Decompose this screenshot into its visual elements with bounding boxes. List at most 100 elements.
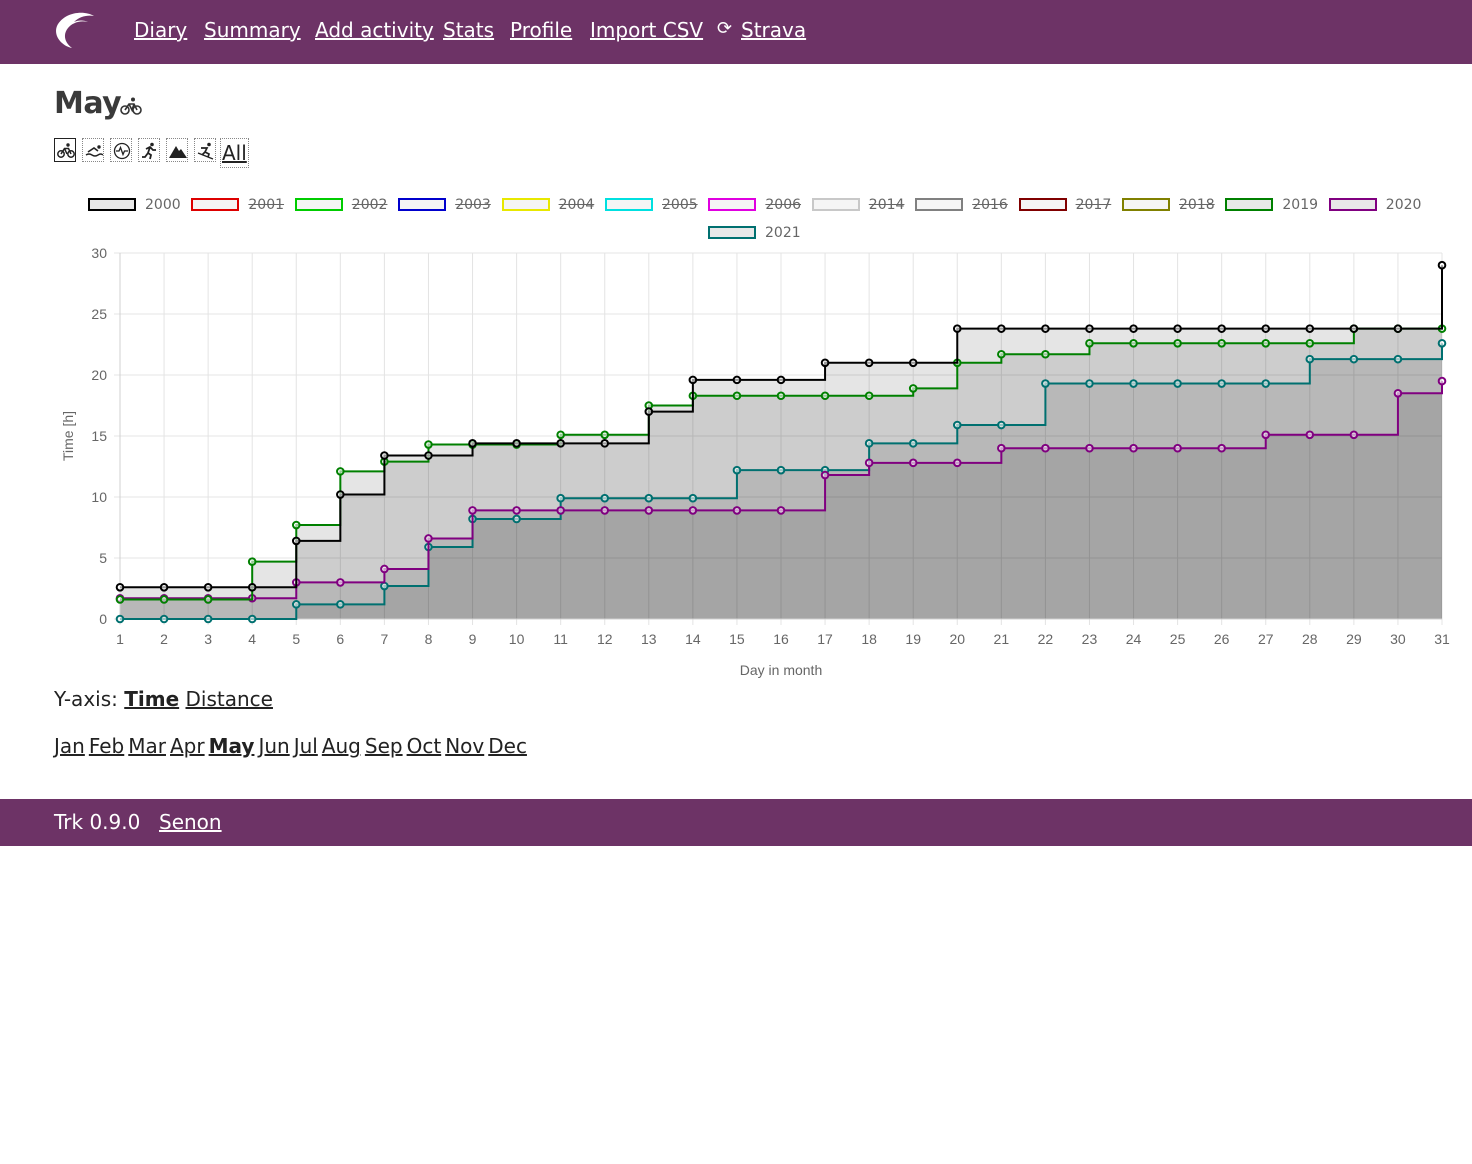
- y-axis-title: Time [h]: [60, 411, 76, 461]
- data-point-2020: [688, 506, 698, 515]
- data-point-2000: [732, 375, 742, 385]
- legend-label: 2003: [455, 197, 491, 213]
- data-point-2021: [336, 600, 345, 609]
- data-point-2019: [1085, 338, 1094, 348]
- x-tick-label: 7: [381, 631, 389, 647]
- x-tick-label: 25: [1170, 631, 1186, 647]
- series-area-2021: [120, 343, 1442, 619]
- month-link-jun[interactable]: Jun: [258, 734, 290, 758]
- x-tick-label: 29: [1346, 631, 1362, 647]
- sport-filter-bike[interactable]: [54, 138, 76, 162]
- heart-rate-icon: [113, 142, 131, 160]
- data-point-2000: [1129, 324, 1138, 333]
- sport-filter-run[interactable]: [138, 138, 160, 162]
- data-point-2019: [1173, 338, 1182, 348]
- nav-strava[interactable]: Strava: [741, 18, 807, 42]
- month-link-feb[interactable]: Feb: [88, 734, 125, 758]
- mountain-icon: [169, 146, 187, 158]
- sport-filter-all[interactable]: All: [220, 138, 249, 168]
- data-point-2020: [380, 564, 389, 574]
- legend-swatch: [811, 198, 860, 211]
- data-point-2000: [203, 582, 213, 592]
- yaxis-label: Y-axis:: [54, 687, 118, 711]
- y-tick-label: 25: [91, 306, 107, 322]
- x-tick-label: 15: [729, 631, 745, 647]
- data-point-2019: [115, 595, 125, 604]
- feather-logo-icon[interactable]: [54, 10, 96, 50]
- data-point-2000: [1041, 324, 1050, 333]
- nav-summary[interactable]: Summary: [204, 18, 301, 42]
- month-link-sep[interactable]: Sep: [364, 734, 403, 758]
- x-tick-label: 10: [509, 631, 525, 647]
- yaxis-distance-link[interactable]: Distance: [185, 687, 273, 711]
- legend-swatch: [501, 198, 550, 211]
- sport-filter-ski[interactable]: [194, 138, 216, 162]
- data-point-2021: [600, 493, 610, 503]
- sport-filter-hike[interactable]: [166, 138, 188, 162]
- series-line-2000: [120, 265, 1443, 589]
- nav-diary[interactable]: Diary: [134, 18, 188, 42]
- legend-swatch: [398, 198, 447, 211]
- sport-filter-cardio[interactable]: [110, 138, 132, 162]
- data-point-2020: [512, 506, 521, 515]
- swim-icon: [85, 145, 103, 157]
- legend-swatch: [88, 198, 136, 211]
- x-tick-label: 6: [336, 631, 344, 647]
- legend-label: 2016: [972, 197, 1008, 213]
- month-link-oct[interactable]: Oct: [406, 734, 442, 758]
- legend-swatch: [191, 198, 240, 211]
- data-point-2020: [1437, 376, 1447, 386]
- yaxis-selector: Y-axis: Time Distance: [54, 686, 273, 712]
- data-point-2020: [1261, 430, 1271, 440]
- data-point-2019: [203, 595, 213, 604]
- x-tick-label: 19: [905, 631, 921, 647]
- page-title: May: [54, 86, 122, 121]
- data-point-2020: [908, 458, 918, 468]
- nav-profile[interactable]: Profile: [510, 18, 573, 42]
- bike-icon: [120, 97, 142, 115]
- data-point-2000: [600, 439, 610, 448]
- month-selector: Jan Feb Mar Apr May Jun Jul Aug Sep Oct Nov Dec: [54, 733, 531, 759]
- y-tick-label: 0: [99, 611, 107, 627]
- nav-add-activity[interactable]: Add activity: [315, 18, 434, 42]
- month-link-apr[interactable]: Apr: [170, 734, 205, 758]
- month-link-jul[interactable]: Jul: [293, 734, 318, 758]
- legend-swatch: [915, 198, 964, 211]
- data-point-2000: [336, 490, 345, 499]
- yaxis-time-link[interactable]: Time: [124, 687, 180, 711]
- x-tick-label: 13: [641, 631, 657, 647]
- series-area-2000: [120, 265, 1442, 619]
- data-point-2020: [644, 506, 654, 515]
- month-link-may[interactable]: May: [208, 734, 255, 758]
- legend-swatch: [708, 226, 756, 239]
- legend-label: 2001: [248, 197, 285, 213]
- month-link-aug[interactable]: Aug: [321, 734, 361, 758]
- x-tick-label: 14: [685, 631, 701, 647]
- data-point-2021: [512, 514, 521, 524]
- data-point-2021: [115, 614, 125, 624]
- data-point-2000: [468, 439, 477, 448]
- nav-import-csv[interactable]: Import CSV: [590, 18, 704, 42]
- legend-swatch: [1122, 198, 1170, 211]
- month-link-jan[interactable]: Jan: [54, 734, 85, 758]
- nav-stats[interactable]: Stats: [443, 18, 495, 42]
- legend-label: 2004: [558, 197, 595, 213]
- month-link-nov[interactable]: Nov: [445, 734, 485, 758]
- data-point-2000: [776, 375, 786, 385]
- data-point-2021: [908, 439, 918, 448]
- y-tick-label: 30: [91, 245, 107, 261]
- data-point-2020: [556, 506, 565, 515]
- month-link-dec[interactable]: Dec: [488, 734, 527, 758]
- data-point-2021: [952, 420, 962, 430]
- data-point-2021: [247, 614, 257, 624]
- data-point-2019: [1305, 338, 1315, 348]
- data-point-2000: [1349, 324, 1359, 333]
- data-point-2021: [644, 493, 654, 503]
- month-link-mar[interactable]: Mar: [128, 734, 166, 758]
- data-point-2021: [688, 493, 698, 503]
- cumulative-time-chart: 1 2 3 4 5 6 7 8 9 10 11 12 13 14 15 16 17 18 19 20 21 22 23 24 2…: [60, 245, 1450, 678]
- legend-label: 2005: [662, 197, 698, 213]
- legend-label: 2020: [1385, 197, 1422, 213]
- author-link[interactable]: Senon: [159, 810, 222, 834]
- sport-filter-swim[interactable]: [82, 138, 104, 162]
